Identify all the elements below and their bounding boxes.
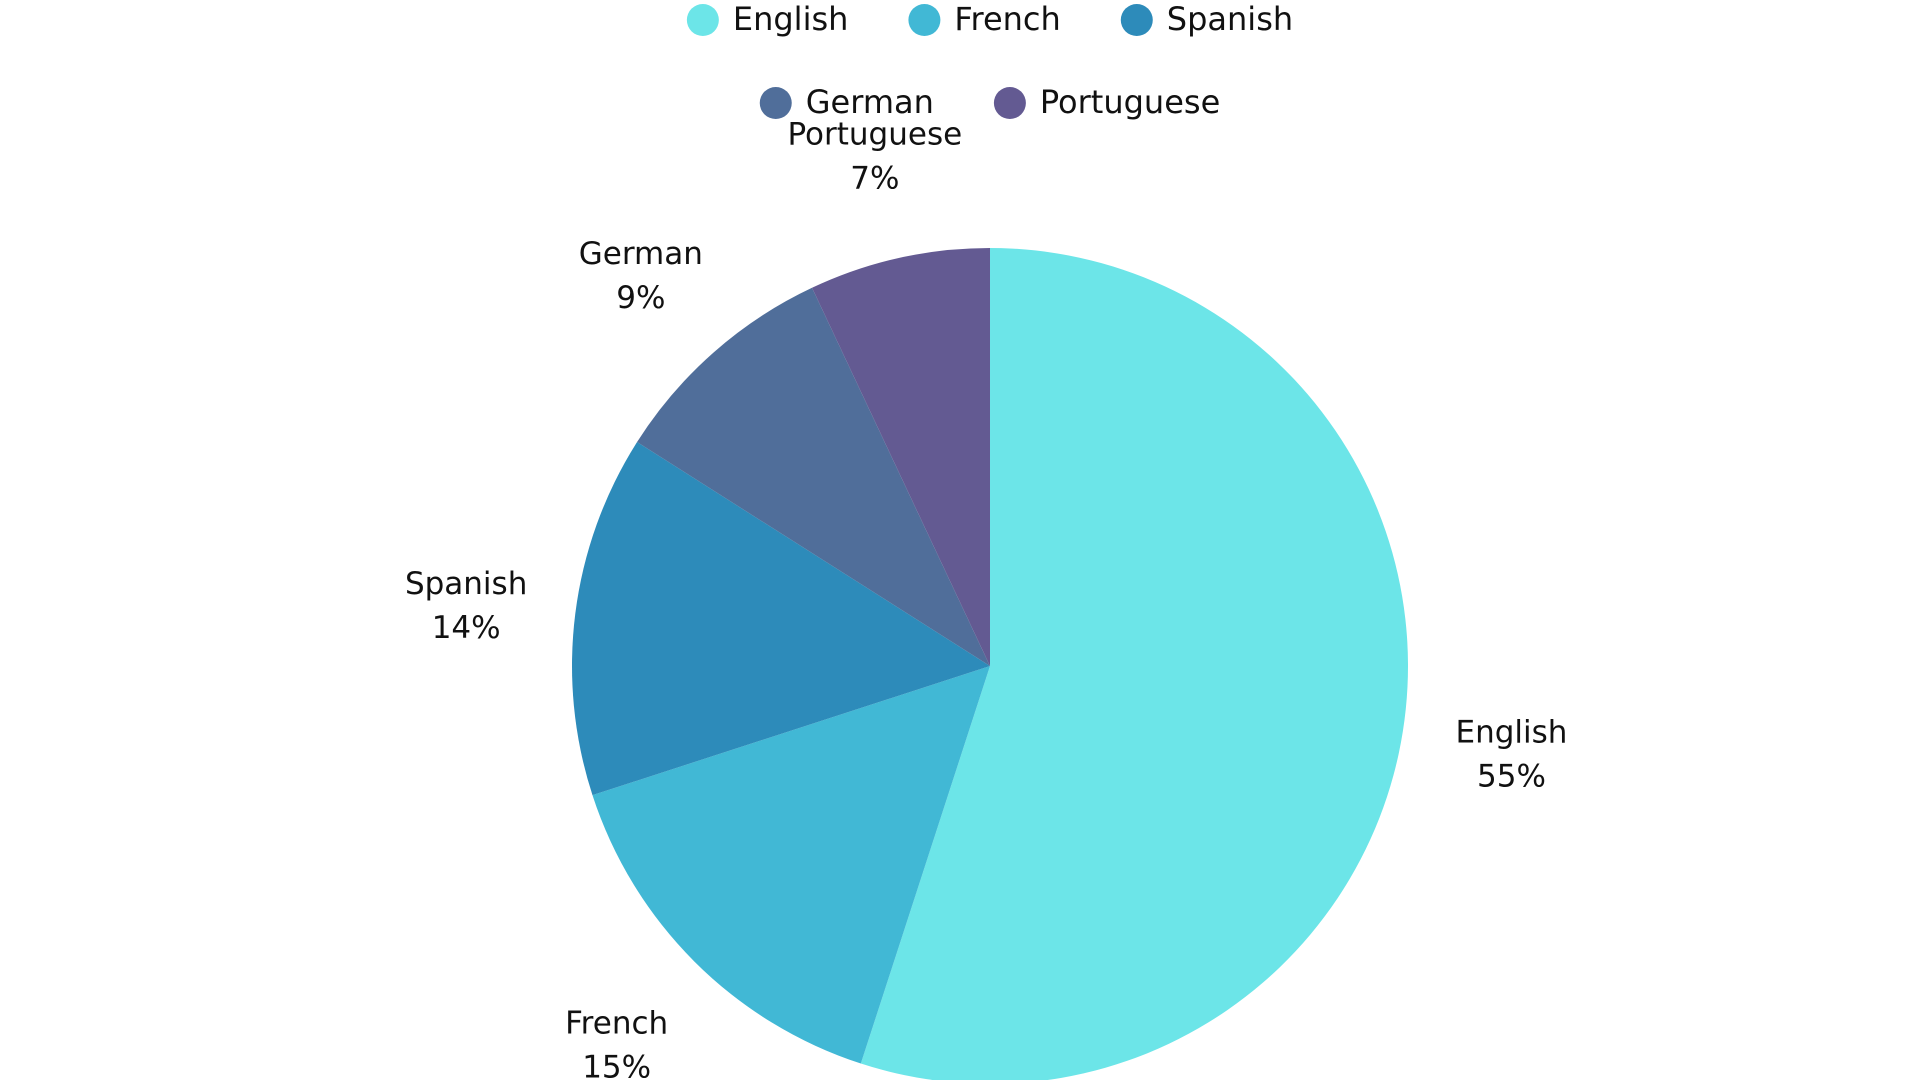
pie-slice-german bbox=[637, 287, 990, 666]
slice-label-english: English bbox=[1456, 715, 1568, 751]
slice-label-spanish: Spanish bbox=[405, 566, 527, 602]
legend-label-english: English bbox=[733, 0, 849, 38]
legend-label-german: German bbox=[806, 83, 934, 121]
legend-swatch-french bbox=[908, 4, 941, 36]
legend-label-portuguese: Portuguese bbox=[1040, 83, 1220, 121]
slice-label-portuguese: Portuguese bbox=[787, 117, 962, 153]
pie-slice-portuguese bbox=[812, 248, 990, 666]
legend-swatch-portuguese bbox=[993, 87, 1026, 119]
legend-label-french: French bbox=[954, 0, 1060, 38]
slice-value-english: 55% bbox=[1477, 759, 1546, 795]
legend-swatch-english bbox=[686, 4, 719, 36]
pie-slice-french bbox=[592, 666, 990, 1064]
legend-label-spanish: Spanish bbox=[1167, 0, 1293, 38]
legend-swatch-spanish bbox=[1120, 4, 1153, 36]
slice-label-french: French bbox=[565, 1005, 668, 1041]
pie-slices bbox=[572, 248, 1408, 1080]
slice-value-spanish: 14% bbox=[432, 610, 501, 646]
slice-value-french: 15% bbox=[582, 1049, 651, 1080]
slice-labels: English 55% French 15% Spanish 14% German 9% Por… bbox=[405, 117, 1568, 1080]
slice-label-german: German bbox=[579, 236, 703, 272]
slice-value-german: 9% bbox=[616, 280, 665, 316]
pie-slice-english bbox=[860, 248, 1408, 1080]
legend-swatch-german bbox=[759, 87, 792, 119]
slice-value-portuguese: 7% bbox=[850, 161, 899, 197]
legend: English French Spanish German Portuguese bbox=[686, 0, 1293, 121]
pie-slice-spanish bbox=[572, 442, 990, 796]
